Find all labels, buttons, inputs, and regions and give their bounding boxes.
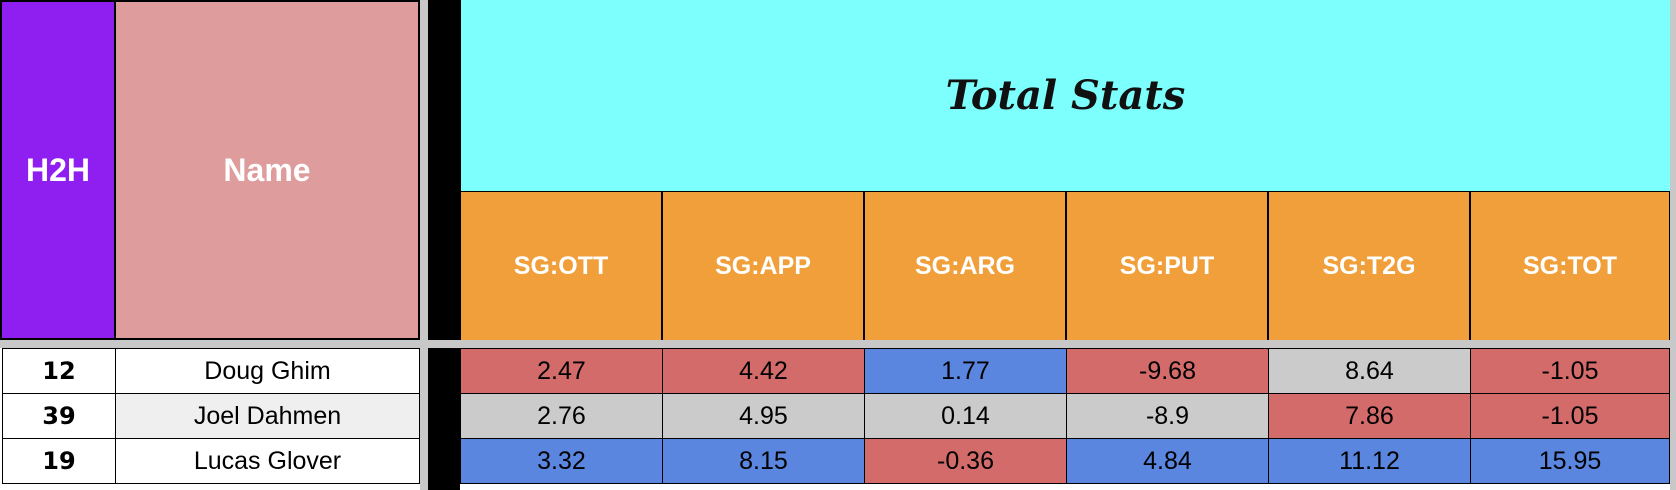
table-cell-sg-arg: 1.77	[864, 348, 1067, 394]
table-cell-name: Doug Ghim	[115, 348, 420, 394]
table-cell-sg-t2g: 7.86	[1268, 393, 1471, 439]
stat-header-sg-tot: SG:TOT	[1470, 192, 1670, 340]
section-title: Total Stats	[460, 0, 1670, 192]
table-cell-sg-tot: -1.05	[1470, 348, 1670, 394]
h2h-header: H2H	[0, 0, 115, 340]
table-cell-sg-ott: 2.47	[460, 348, 663, 394]
table-cell-h2h: 39	[2, 393, 116, 439]
table-cell-sg-put: -9.68	[1066, 348, 1269, 394]
right-edge	[1670, 0, 1676, 490]
column-gutter	[420, 0, 428, 490]
column-divider-rows	[428, 348, 460, 490]
table-cell-h2h: 12	[2, 348, 116, 394]
stat-header-sg-put: SG:PUT	[1066, 192, 1268, 340]
table-cell-h2h: 19	[2, 438, 116, 484]
table-cell-sg-tot: 15.95	[1470, 438, 1670, 484]
stat-header-sg-app: SG:APP	[662, 192, 864, 340]
header-separator	[0, 340, 1676, 348]
table-cell-sg-app: 8.15	[662, 438, 865, 484]
table-cell-sg-arg: -0.36	[864, 438, 1067, 484]
table-cell-name: Lucas Glover	[115, 438, 420, 484]
table-cell-sg-t2g: 11.12	[1268, 438, 1471, 484]
table-cell-sg-tot: -1.05	[1470, 393, 1670, 439]
table-cell-sg-t2g: 8.64	[1268, 348, 1471, 394]
table-cell-sg-put: -8.9	[1066, 393, 1269, 439]
stat-header-sg-ott: SG:OTT	[460, 192, 662, 340]
table-cell-sg-app: 4.42	[662, 348, 865, 394]
table-cell-sg-arg: 0.14	[864, 393, 1067, 439]
table-cell-name: Joel Dahmen	[115, 393, 420, 439]
table-cell-sg-app: 4.95	[662, 393, 865, 439]
stat-header-sg-arg: SG:ARG	[864, 192, 1066, 340]
table-cell-sg-ott: 2.76	[460, 393, 663, 439]
stat-header-sg-t2g: SG:T2G	[1268, 192, 1470, 340]
table-cell-sg-ott: 3.32	[460, 438, 663, 484]
table-cell-sg-put: 4.84	[1066, 438, 1269, 484]
name-header: Name	[115, 0, 420, 340]
